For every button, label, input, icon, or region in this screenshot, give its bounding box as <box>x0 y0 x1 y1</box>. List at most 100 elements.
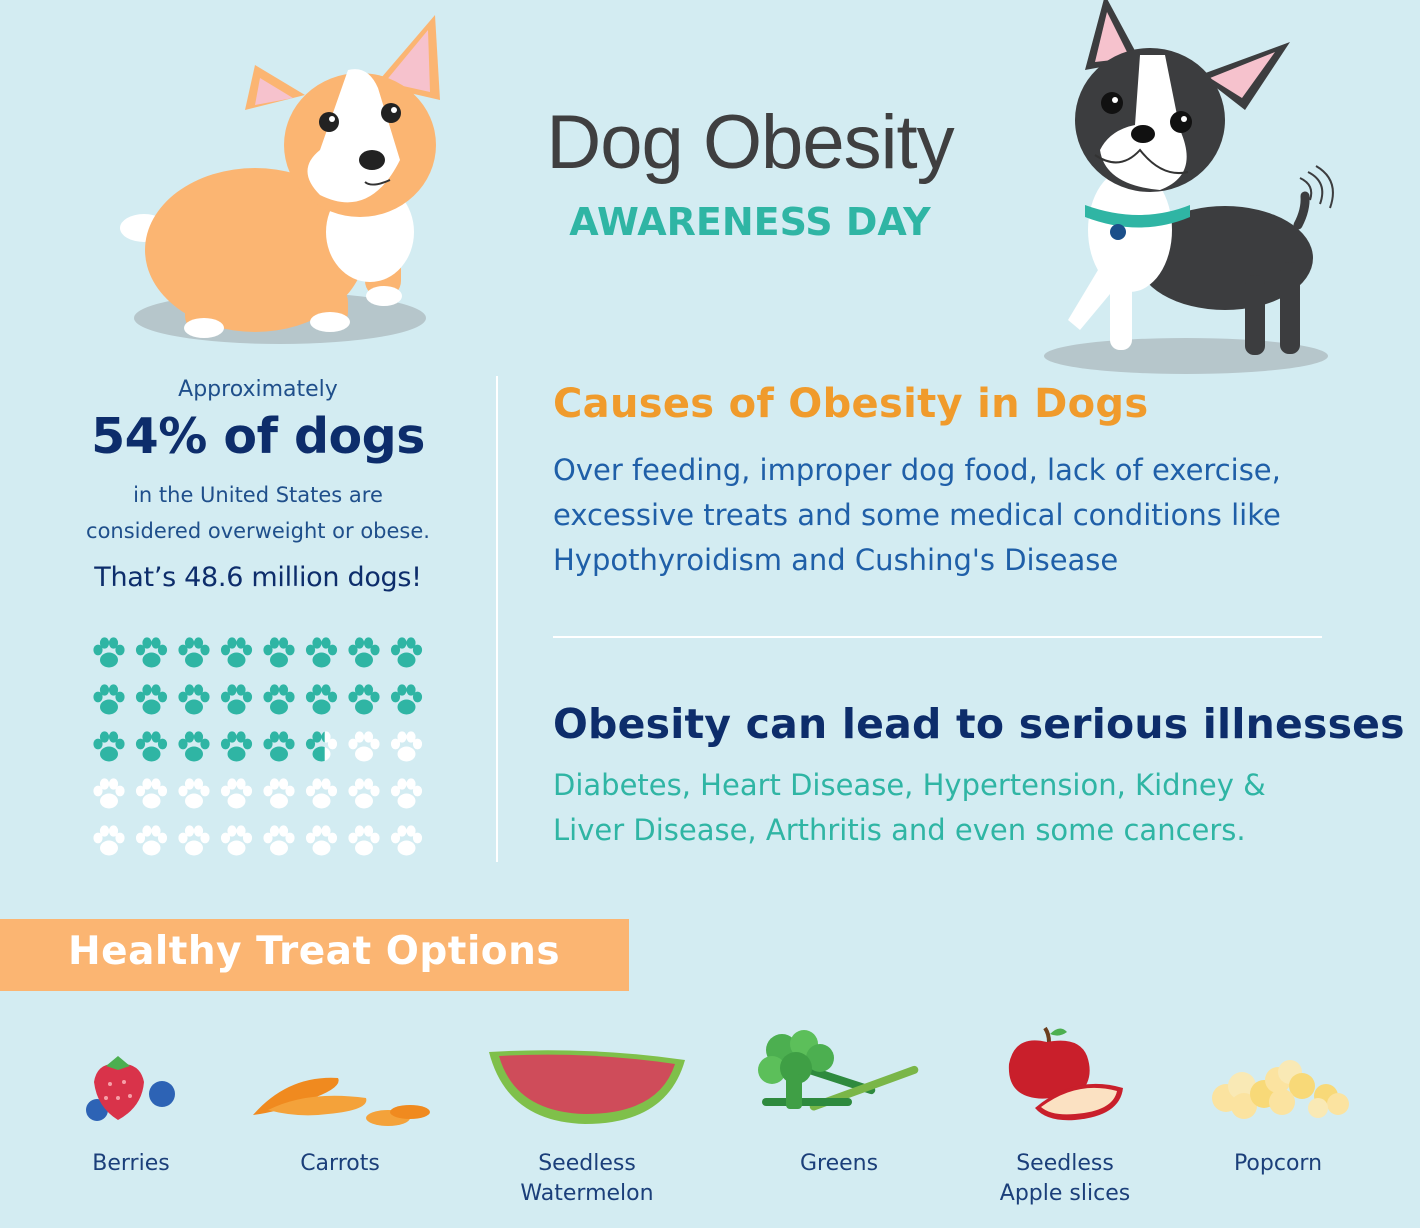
berries-icon <box>86 1056 175 1121</box>
stat-description-line: in the United States are <box>133 483 383 507</box>
treat-label-line: Watermelon <box>520 1181 654 1206</box>
causes-line: Hypothyroidism and Cushing's Disease <box>553 543 1119 577</box>
terrier-chest <box>1088 168 1172 292</box>
paw-icon <box>220 684 253 715</box>
paw-icon <box>220 778 253 809</box>
paw-icon <box>390 778 423 809</box>
stat-percent: 54% of dogs <box>91 408 425 465</box>
corgi-paw <box>310 312 350 332</box>
treat-label-line: Carrots <box>300 1151 380 1176</box>
terrier-ear-inner <box>1095 12 1130 62</box>
treats-banner <box>0 919 629 991</box>
corgi-paw <box>184 318 224 338</box>
wag-line <box>1315 165 1334 209</box>
terrier-eye <box>1101 92 1123 114</box>
paw-icon <box>93 684 125 715</box>
treats-title: Healthy Treat Options <box>68 929 561 974</box>
paw-icon <box>390 637 423 668</box>
paw-grid <box>93 637 423 856</box>
corgi-eye <box>381 103 401 123</box>
wag-line <box>1307 171 1324 205</box>
treat-label-line: Apple slices <box>999 1181 1131 1206</box>
watermelon-icon <box>489 1050 685 1124</box>
greens-icon <box>758 1030 919 1111</box>
treat-label-line: Popcorn <box>1233 1151 1323 1176</box>
corgi-ear-inner <box>385 30 430 92</box>
treat-label-watermelon: Seedless Watermelon <box>477 1149 697 1209</box>
causes-body: Over feeding, improper dog food, lack of… <box>553 448 1373 583</box>
terrier-collar <box>1085 205 1190 228</box>
paw-icon <box>135 684 168 715</box>
stat-description-line: considered overweight or obese. <box>86 519 430 543</box>
paw-icon <box>220 731 253 762</box>
paw-icon <box>263 778 295 809</box>
terrier-tail <box>1293 191 1310 230</box>
corgi-eye-highlight <box>391 107 397 113</box>
terrier-nose <box>1131 125 1155 143</box>
illness-line: Liver Disease, Arthritis and even some c… <box>553 813 1246 847</box>
corgi-ear-inner <box>255 78 293 105</box>
paw-icon <box>305 731 338 762</box>
terrier-body <box>1137 206 1313 310</box>
paw-icon <box>93 731 125 762</box>
treat-label-line: Greens <box>799 1151 879 1176</box>
paw-icon <box>178 731 210 762</box>
treat-label-berries: Berries <box>21 1149 241 1179</box>
treat-label-line: Seedless <box>1016 1151 1114 1176</box>
corgi-illustration <box>120 15 440 344</box>
corgi-body <box>145 168 365 332</box>
paw-icon <box>305 684 338 715</box>
treat-label-carrots: Carrots <box>230 1149 450 1179</box>
terrier-mouth <box>1094 148 1189 174</box>
paw-icon <box>178 778 210 809</box>
terrier-ear-inner <box>1210 52 1275 98</box>
popcorn-icon <box>1212 1060 1349 1119</box>
paw-icon <box>135 778 168 809</box>
terrier-illustration <box>1044 0 1334 374</box>
paw-icon <box>93 778 125 809</box>
paw-icon <box>178 825 210 856</box>
corgi-eye <box>319 112 339 132</box>
stat-total: That’s 48.6 million dogs! <box>94 562 422 593</box>
terrier-eye-highlight <box>1181 116 1187 122</box>
paw-icon <box>305 778 338 809</box>
horizontal-divider <box>553 636 1322 638</box>
collar-tag-icon <box>1110 224 1126 240</box>
paw-icon <box>178 684 210 715</box>
paw-icon <box>263 825 295 856</box>
paw-icon <box>348 637 380 668</box>
paw-icon <box>263 637 295 668</box>
treat-label-line: Seedless <box>538 1151 636 1176</box>
illness-heading: Obesity can lead to serious illnesses <box>553 700 1405 748</box>
corgi-mouth <box>364 179 391 186</box>
terrier-face-blaze <box>1100 55 1187 190</box>
wag-line <box>1299 177 1313 201</box>
paw-icon <box>305 637 338 668</box>
page-subtitle: AWARENESS DAY <box>569 200 931 244</box>
paw-icon <box>305 825 338 856</box>
paw-icon <box>93 825 125 856</box>
paw-icon <box>348 825 380 856</box>
treat-label-popcorn: Popcorn <box>1168 1149 1388 1179</box>
paw-icon <box>178 637 210 668</box>
paw-icon <box>135 637 168 668</box>
illness-body: Diabetes, Heart Disease, Hypertension, K… <box>553 763 1373 853</box>
paw-icon <box>263 684 295 715</box>
terrier-leg <box>1245 275 1265 355</box>
paw-icon <box>135 825 168 856</box>
stat-approximately: Approximately <box>178 377 338 402</box>
terrier-eye <box>1170 111 1192 133</box>
paw-icon <box>263 731 295 762</box>
page-title: Dog Obesity <box>546 100 954 185</box>
carrots-icon <box>253 1077 430 1126</box>
illness-line: Diabetes, Heart Disease, Hypertension, K… <box>553 768 1266 802</box>
paw-icon <box>348 731 380 762</box>
terrier-leg <box>1280 262 1300 354</box>
causes-heading: Causes of Obesity in Dogs <box>553 381 1149 427</box>
causes-line: excessive treats and some medical condit… <box>553 498 1281 532</box>
corgi-nose <box>359 150 385 170</box>
paw-icon <box>348 778 380 809</box>
paw-icon <box>348 684 380 715</box>
causes-line: Over feeding, improper dog food, lack of… <box>553 453 1281 487</box>
paw-icon <box>220 637 253 668</box>
